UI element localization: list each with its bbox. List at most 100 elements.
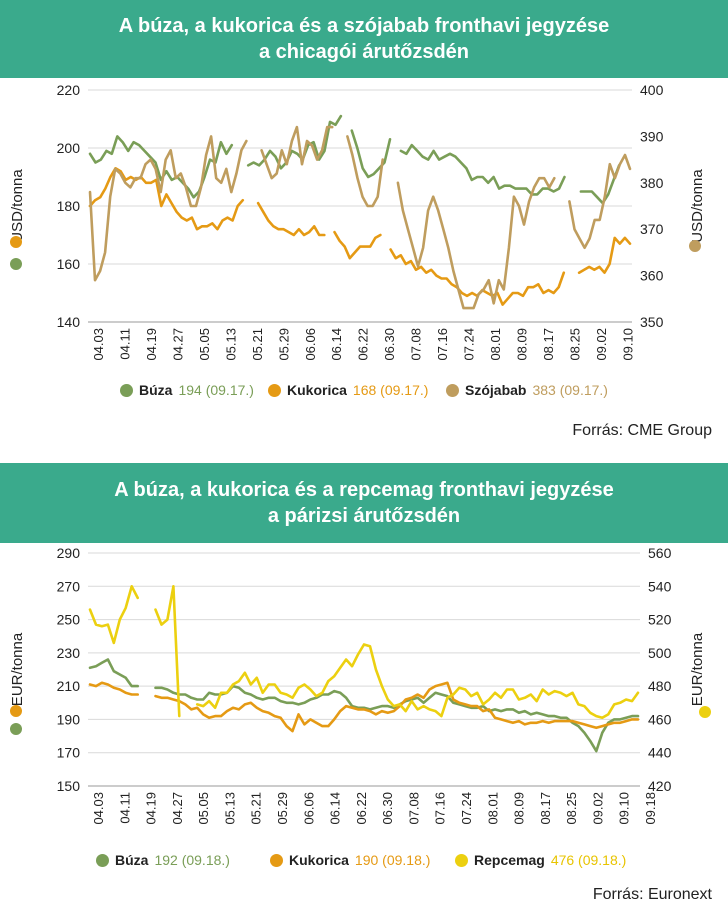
y-left-tick: 290 [57,545,81,561]
legend-corn-value: 168 (09.17.) [352,382,429,398]
x-tick: 04.11 [117,328,132,360]
y-left-tick: 140 [57,314,81,330]
chart1-legend-corn: Kukorica 168 (09.17.) [268,382,428,398]
x-tick: 05.05 [197,328,212,361]
x-tick: 06.30 [380,792,395,825]
x-tick: 05.29 [275,792,290,825]
x-tick: 04.27 [170,328,185,361]
y-right-tick: 540 [648,578,672,594]
y-left-tick: 150 [57,778,81,794]
y-right-tick: 440 [648,745,672,761]
x-tick: 08.25 [567,328,582,361]
chart1-legend-wheat: Búza 194 (09.17.) [120,382,254,398]
x-tick: 07.16 [433,792,448,825]
x-tick: 08.17 [538,792,553,825]
series-line-szójabab [88,125,632,310]
x-tick: 05.21 [250,328,265,361]
x-tick: 08.01 [485,792,500,825]
left-axis-corn-marker [10,236,22,248]
x-tick: 05.29 [276,328,291,361]
legend-wheat-value: 194 (09.17.) [178,382,254,398]
x-tick: 04.19 [144,328,159,361]
x-tick: 07.24 [462,328,477,361]
legend-soy-dot [446,383,459,397]
y-left-tick: 210 [57,678,81,694]
chart2-title-line2: a párizsi árutőzsdén [267,505,461,527]
x-tick: 04.11 [117,792,132,824]
series-line-búza [88,114,621,205]
y-right-tick: 560 [648,545,672,561]
chart1-title-line2: a chicagói árutőzsdén [258,41,470,63]
x-tick: 08.09 [515,328,530,361]
y-right-tick: 420 [648,778,672,794]
x-tick: 05.21 [249,792,264,825]
legend-corn-dot [268,383,281,397]
left-axis-wheat-marker [10,723,22,735]
legend2-rapeseed-dot [455,853,468,867]
x-tick: 09.10 [620,328,635,361]
y-right-tick: 390 [640,128,664,144]
chart2-title-line1: A búza, a kukorica és a repcemag frontha… [114,479,614,501]
x-tick: 07.08 [406,792,421,825]
x-tick: 05.05 [196,792,211,825]
x-tick: 07.08 [409,328,424,361]
x-tick: 08.09 [512,792,527,825]
legend-soy-name: Szójabab [465,382,527,398]
legend2-wheat-name: Búza [115,852,149,868]
y-right-tick: 380 [640,175,664,191]
x-tick: 06.14 [328,792,343,825]
x-tick: 08.25 [564,792,579,825]
y-left-tick: 160 [57,256,81,272]
x-tick: 09.02 [590,792,605,825]
y-right-tick: 350 [640,314,664,330]
x-tick: 09.02 [594,328,609,361]
chart2-legend-wheat: Búza 192 (09.18.) [96,852,230,868]
series-line-repcemag [88,585,640,720]
y-left-tick: 180 [57,198,81,214]
y-right-tick: 460 [648,711,672,727]
chart2-plot: 150 170 190 210 230 250 270 290 420 440 460 480 500 5… [9,545,711,825]
y-left-tick: 270 [57,578,81,594]
chart2-title: A búza, a kukorica és a repcemag frontha… [0,463,728,543]
x-tick: 05.13 [223,328,238,361]
y-right-label: USD/tonna [689,169,706,243]
legend-wheat-dot [120,383,133,397]
x-tick: 08.01 [488,328,503,361]
x-tick: 06.30 [382,328,397,361]
legend-wheat-name: Búza [139,382,173,398]
x-tick: 07.16 [435,328,450,361]
left-axis-corn-marker [10,705,22,717]
x-tick: 04.27 [170,792,185,825]
x-tick: 05.13 [222,792,237,825]
right-axis-soy-marker [689,240,701,252]
x-tick: 06.22 [356,328,371,361]
x-tick: 06.14 [329,328,344,361]
legend2-corn-dot [270,853,283,867]
y-right-tick: 480 [648,678,672,694]
chart2-source: Forrás: Euronext [592,886,712,903]
right-axis-rapeseed-marker [699,706,711,718]
legend2-corn-value: 190 (09.18.) [354,852,431,868]
legend2-wheat-dot [96,853,109,867]
y-right-label: EUR/tonna [689,632,706,706]
x-tick: 08.17 [541,328,556,361]
x-tick: 06.06 [303,328,318,361]
x-tick: 04.19 [144,792,159,825]
x-tick: 06.06 [301,792,316,825]
legend2-rapeseed-name: Repcemag [474,852,545,868]
legend-soy-value: 383 (09.17.) [532,382,608,398]
x-tick: 06.22 [354,792,369,825]
y-left-tick: 250 [57,612,81,628]
y-right-tick: 360 [640,268,664,284]
series-line-búza [88,658,640,753]
chart1-legend-soy: Szójabab 383 (09.17.) [446,382,608,398]
y-left-tick: 190 [57,711,81,727]
series-line-kukorica [88,167,632,306]
x-tick: 09.10 [617,792,632,825]
chart2-legend-corn: Kukorica 190 (09.18.) [270,852,430,868]
left-axis-wheat-marker [10,258,22,270]
y-right-tick: 520 [648,612,672,628]
y-right-tick: 500 [648,645,672,661]
y-left-tick: 220 [57,82,81,98]
legend2-wheat-value: 192 (09.18.) [154,852,230,868]
